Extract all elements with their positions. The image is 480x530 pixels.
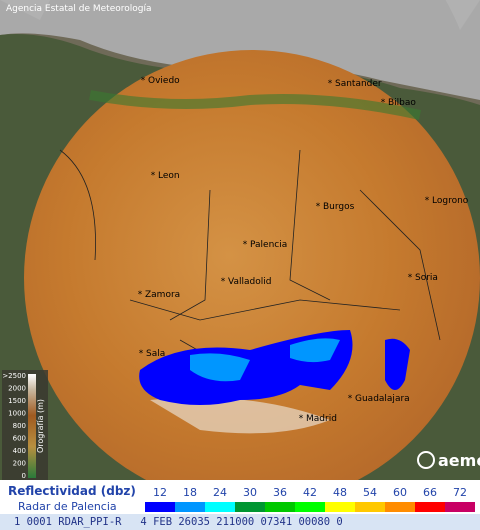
scale-label: 24 [213, 486, 227, 499]
city-label: Logrono [432, 196, 469, 206]
scale-swatch [235, 502, 265, 512]
logo: aemet [417, 451, 480, 470]
radar-map: Orografía (m) aemet Agencia Estatal de M… [0, 0, 480, 480]
logo-mark [417, 451, 435, 469]
city-marker: * [151, 171, 156, 181]
logo-text: aemet [438, 451, 480, 470]
scale-swatch [175, 502, 205, 512]
scale-label: 66 [423, 486, 437, 499]
scale-label: 18 [183, 486, 197, 499]
elevation-label: 2000 [8, 385, 26, 393]
elevation-label: 0 [22, 472, 26, 480]
city-label: Madrid [306, 414, 337, 424]
precipitation-moderate [190, 338, 340, 382]
scale-label: 42 [303, 486, 317, 499]
city-marker: * [425, 196, 430, 206]
province-borders [59, 149, 441, 381]
elevation-label: 600 [13, 435, 26, 443]
scale-swatch [145, 502, 175, 512]
sierra [150, 397, 330, 434]
elevation-scale [28, 374, 36, 478]
legend-subtitle: Radar de Palencia [18, 500, 117, 513]
sky-dim [0, 0, 480, 30]
city-label: Santander [335, 79, 382, 89]
coastal-range [89, 90, 422, 120]
scale-label: 72 [453, 486, 467, 499]
city-marker: * [381, 98, 386, 108]
scale-swatch [265, 502, 295, 512]
city-marker: * [316, 202, 321, 212]
elevation-label: 1500 [8, 397, 26, 405]
city-marker: * [348, 394, 353, 404]
scale-swatch [415, 502, 445, 512]
city-marker: * [221, 277, 226, 287]
scale-label: 60 [393, 486, 407, 499]
sea [0, 0, 480, 100]
city-marker: * [408, 273, 413, 283]
city-marker: * [328, 79, 333, 89]
city-label: Soria [415, 273, 438, 283]
scale-label: 48 [333, 486, 347, 499]
elevation-title: Orografía (m) [36, 399, 45, 453]
elevation-label: >2500 [2, 372, 26, 380]
elevation-legend: Orografía (m) [2, 370, 48, 480]
elevation-label: 400 [13, 447, 26, 455]
elevation-label: 800 [13, 422, 26, 430]
city-label: Bilbao [388, 98, 416, 108]
city-label: Palencia [250, 240, 287, 250]
city-label: Oviedo [148, 76, 180, 86]
scale-swatch [325, 502, 355, 512]
scale-label: 36 [273, 486, 287, 499]
city-label: Burgos [323, 202, 355, 212]
city-marker: * [243, 240, 248, 250]
agency: Agencia Estatal de Meteorología [6, 4, 152, 14]
city-marker: * [141, 76, 146, 86]
city-label: Leon [158, 171, 180, 181]
legend-panel [2, 370, 48, 480]
scale-swatch [445, 502, 475, 512]
scale-swatch [355, 502, 385, 512]
scale-label: 30 [243, 486, 257, 499]
scale-swatch [385, 502, 415, 512]
city-marker: * [138, 290, 143, 300]
elevation-label: 200 [13, 460, 26, 468]
radar-coverage [24, 50, 480, 480]
scale-swatch [205, 502, 235, 512]
scale-label: 12 [153, 486, 167, 499]
scale-label: 54 [363, 486, 377, 499]
city-label: Guadalajara [355, 394, 410, 404]
reflectivity-legend: Reflectividad (dbz) Radar de Palencia 12… [0, 480, 480, 514]
city-marker: * [139, 349, 144, 359]
city-marker: * [299, 414, 304, 424]
city-label: Valladolid [228, 277, 271, 287]
city-label: Sala [146, 349, 165, 359]
scale-swatch [295, 502, 325, 512]
legend-title: Reflectividad (dbz) [8, 484, 136, 498]
status-bar: 1 0001 RDAR_PPI-R 4 FEB 26035 211000 073… [0, 514, 480, 530]
city-label: Zamora [145, 290, 180, 300]
elevation-label: 1000 [8, 410, 26, 418]
